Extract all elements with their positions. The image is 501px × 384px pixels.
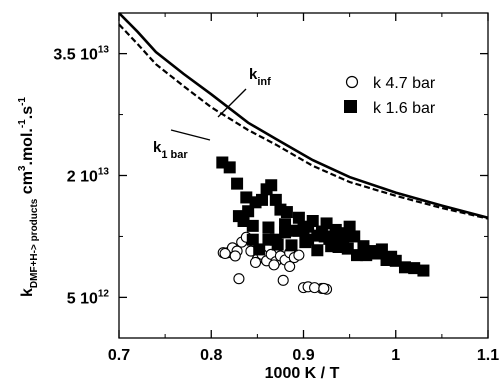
x-tick-label: 0.9: [292, 347, 314, 364]
annotation-k-inf-main: k: [249, 66, 258, 83]
x-axis-title: 1000 K / T: [265, 365, 340, 382]
annotation-k-1bar-sub: 1 bar: [161, 149, 188, 161]
data-point-1.6bar: [318, 230, 331, 243]
y-axis-title-exp3: -1: [17, 97, 28, 106]
legend-label: k 1.6 bar: [373, 100, 436, 117]
annotation-k-inf-sub: inf: [257, 76, 271, 88]
x-tick-label: 1.1: [477, 347, 499, 364]
data-point-1.6bar: [242, 205, 255, 218]
data-point-1.6bar: [246, 233, 259, 246]
data-point-4.7bar: [268, 259, 280, 271]
data-point-1.6bar: [408, 262, 421, 275]
y-axis-title-units-mid: .mol.: [19, 128, 36, 165]
data-point-4.7bar: [249, 256, 262, 268]
plot-layer: [118, 12, 489, 295]
x-tick-label: 0.8: [200, 347, 222, 364]
data-point-4.7bar: [318, 282, 330, 294]
y-tick-label: 5 1012: [67, 288, 110, 307]
data-point-4.7bar: [293, 249, 305, 261]
data-point-1.6bar: [311, 244, 324, 257]
data-point-1.6bar: [280, 206, 293, 219]
data-point-1.6bar: [240, 191, 253, 204]
data-point-1.6bar: [417, 264, 430, 277]
annotation-k-1bar: k1 bar: [153, 139, 188, 161]
data-point-4.7bar: [229, 250, 241, 262]
legend-label: k 4.7 bar: [373, 75, 436, 92]
legend: k 4.7 bar k 1.6 bar: [344, 75, 436, 117]
data-point-1.6bar: [348, 230, 361, 243]
data-point-1.6bar: [292, 211, 305, 224]
data-point-1.6bar: [285, 239, 298, 252]
annotation-k-inf: kinf: [249, 66, 271, 88]
data-point-1.6bar: [231, 177, 244, 190]
annotation-k-1bar-main: k: [153, 139, 162, 156]
data-point-1.6bar: [398, 261, 411, 274]
data-point-1.6bar: [306, 215, 319, 227]
y-axis-title-exp1: 3: [17, 165, 28, 171]
data-point-1.6bar: [265, 179, 278, 192]
data-point-1.6bar: [269, 193, 282, 206]
annotation-leader-k-1bar: [170, 129, 211, 141]
y-axis-title-main: k: [19, 288, 36, 297]
data-point-1.6bar: [292, 224, 305, 237]
y-axis-title-units-mid2: .s: [19, 106, 36, 119]
data-point-1.6bar: [327, 232, 340, 245]
x-tick-label: 1: [391, 347, 400, 364]
y-axis-title-subscript: DMF+H-> products: [29, 198, 40, 288]
data-point-4.7bar: [219, 247, 231, 260]
y-tick-exponent: 12: [98, 288, 110, 299]
data-point-1.6bar: [369, 247, 382, 260]
data-point-1.6bar: [351, 249, 364, 262]
data-point-1.6bar: [337, 238, 350, 251]
y-axis-title-units: cm: [19, 171, 36, 199]
data-point-1.6bar: [385, 250, 398, 263]
legend-marker-open-circle: [345, 75, 359, 89]
y-tick-mantissa: 5 10: [67, 290, 98, 307]
data-point-4.7bar: [284, 260, 296, 273]
y-tick-mantissa: 2 10: [67, 169, 98, 186]
y-tick-label: 2 1013: [67, 167, 110, 186]
y-axis-title: kDMF+H-> products cm3.mol.-1.s-1: [17, 97, 40, 297]
data-point-1.6bar: [262, 221, 275, 234]
data-point-4.7bar: [277, 274, 289, 286]
data-point-1.6bar: [255, 193, 268, 206]
y-tick-mantissa: 3.5 10: [53, 47, 98, 64]
y-axis-title-exp2: -1: [17, 119, 28, 128]
data-point-1.6bar: [343, 220, 356, 233]
data-point-1.6bar: [237, 215, 250, 227]
y-tick-exponent: 13: [98, 45, 110, 56]
data-point-1.6bar: [223, 161, 236, 174]
annotation-leader-k-inf: [217, 88, 247, 118]
legend-marker-filled-square: [344, 100, 357, 113]
data-point-1.6bar: [360, 249, 373, 262]
data-point-1.6bar: [269, 233, 282, 246]
y-tick-exponent: 13: [98, 167, 110, 178]
x-tick-label: 0.7: [108, 347, 130, 364]
data-point-1.6bar: [302, 233, 315, 246]
k-inf-curve: [118, 12, 489, 220]
data-point-4.7bar: [233, 273, 245, 285]
data-point-1.6bar: [253, 243, 266, 256]
data-point-1.6bar: [246, 219, 259, 232]
data-point-4.7bar: [309, 282, 321, 294]
plot-frame: [118, 12, 489, 339]
data-point-1.6bar: [279, 226, 292, 239]
y-tick-label: 3.5 1013: [53, 45, 109, 64]
k-1bar-curve: [118, 23, 489, 220]
data-point-1.6bar: [320, 217, 333, 230]
